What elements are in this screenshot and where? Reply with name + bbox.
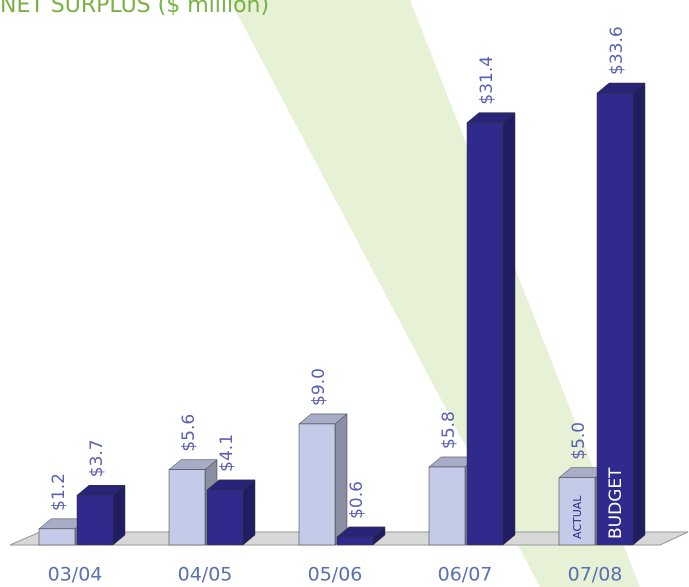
value-label: $3.7 xyxy=(87,439,107,477)
value-label: $9.0 xyxy=(309,368,329,406)
value-label: $33.6 xyxy=(607,26,627,75)
bar-face xyxy=(428,466,466,546)
x-tick-label: 03/04 xyxy=(48,564,103,586)
bar xyxy=(466,112,516,546)
bar-face xyxy=(334,413,348,546)
bar-face xyxy=(502,112,516,546)
bar-face xyxy=(112,484,126,546)
bar-face xyxy=(206,489,244,546)
bar-face xyxy=(38,528,76,546)
bar xyxy=(298,413,348,546)
value-label: $31.4 xyxy=(477,56,497,105)
bar xyxy=(76,484,126,546)
bar-face xyxy=(168,469,206,546)
bar-face xyxy=(76,494,114,546)
chart-title: NET SURPLUS ($ million) xyxy=(0,0,269,18)
bar-face xyxy=(298,423,336,546)
bar-face xyxy=(336,536,374,546)
bar-face xyxy=(596,92,634,546)
x-tick-label: 04/05 xyxy=(178,564,233,586)
value-label: $5.8 xyxy=(439,411,459,449)
bar xyxy=(168,459,218,546)
value-label: $5.0 xyxy=(569,422,589,460)
value-label: $1.2 xyxy=(49,473,69,511)
background-stripe xyxy=(230,0,640,587)
value-label: $4.1 xyxy=(217,434,237,472)
x-tick-label: 06/07 xyxy=(438,564,493,586)
bar-face xyxy=(466,122,504,546)
legend-label: BUDGET xyxy=(606,467,626,539)
bar-face xyxy=(242,479,256,546)
x-tick-label: 07/08 xyxy=(568,564,623,586)
legend-label: ACTUAL xyxy=(571,495,584,539)
bar xyxy=(206,479,256,546)
bar-face xyxy=(632,82,646,546)
value-label: $5.6 xyxy=(179,414,199,452)
bar xyxy=(596,82,646,546)
x-tick-label: 05/06 xyxy=(308,564,363,586)
bar-face xyxy=(558,477,596,546)
value-label: $0.6 xyxy=(347,481,367,519)
bar xyxy=(336,526,386,546)
